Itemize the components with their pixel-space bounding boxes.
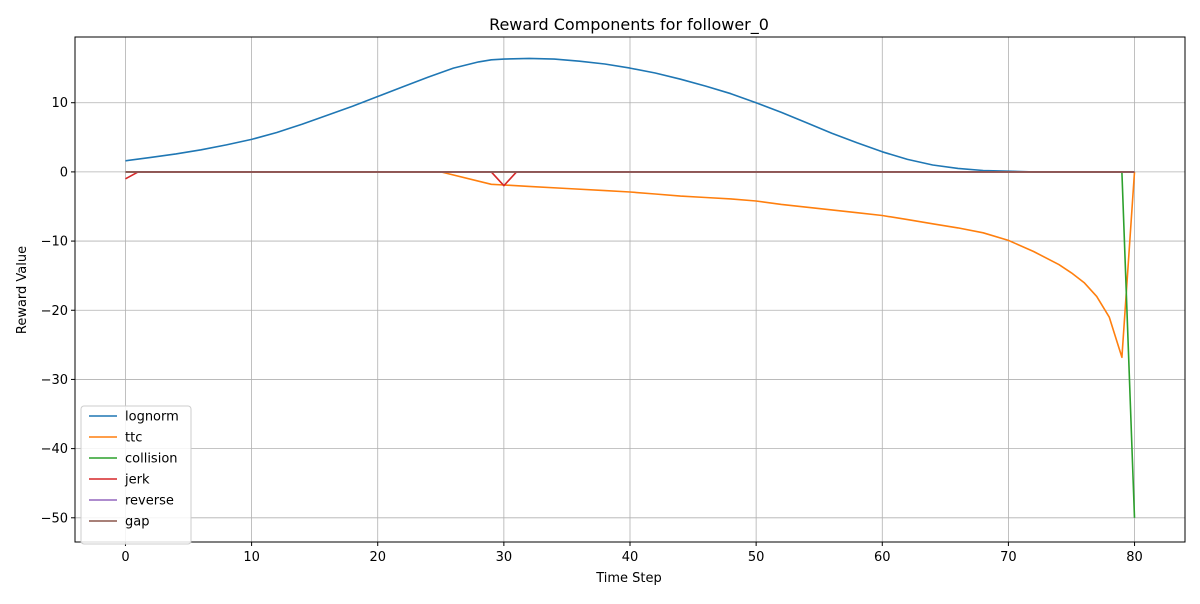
legend-label-ttc: ttc [125, 431, 142, 446]
legend-label-collision: collision [125, 452, 178, 467]
legend-label-jerk: jerk [124, 473, 150, 488]
x-axis-label: Time Step [595, 571, 662, 586]
x-tick-label: 70 [1000, 550, 1017, 565]
legend-label-gap: gap [125, 515, 149, 530]
tick-layer: 0 10 20 30 40 50 60 70 80 10 0 −10 −20 −30 −40 −50 [41, 96, 1143, 565]
x-tick-label: 50 [748, 550, 765, 565]
legend-label-reverse: reverse [125, 494, 174, 509]
y-tick-label: −40 [41, 442, 68, 457]
y-tick-label: −30 [41, 373, 68, 388]
legend-label-lognorm: lognorm [125, 410, 179, 425]
series-line-ttc [125, 171, 1136, 359]
legend: lognorm ttc collision jerk reverse gap [80, 405, 192, 545]
x-tick-label: 10 [243, 550, 260, 565]
x-tick-label: 80 [1126, 550, 1143, 565]
x-tick-label: 60 [874, 550, 891, 565]
x-tick-label: 30 [496, 550, 513, 565]
x-tick-label: 20 [369, 550, 386, 565]
series-layer [125, 57, 1136, 518]
y-tick-label: −20 [41, 304, 68, 319]
y-tick-label: −50 [41, 511, 68, 526]
x-tick-label: 0 [121, 550, 129, 565]
y-axis-label: Reward Value [15, 246, 30, 334]
chart-title: Reward Components for follower_0 [489, 15, 769, 35]
legend-box [80, 405, 192, 545]
y-tick-label: 0 [60, 165, 68, 180]
x-tick-label: 40 [622, 550, 639, 565]
y-tick-label: −10 [41, 235, 68, 250]
series-line-lognorm [125, 57, 1135, 173]
y-tick-label: 10 [51, 96, 68, 111]
